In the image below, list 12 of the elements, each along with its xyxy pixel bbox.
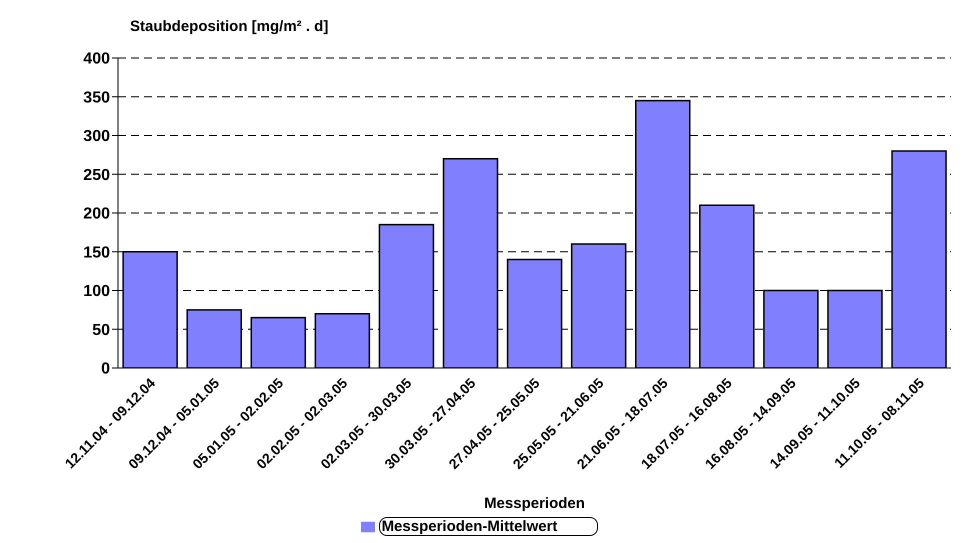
y-tick-label: 400 <box>83 50 110 68</box>
y-tick-label: 50 <box>92 322 110 339</box>
x-axis-title: Messperioden <box>484 495 585 512</box>
y-tick-label: 0 <box>101 360 110 378</box>
y-tick-label: 150 <box>83 244 110 262</box>
y-tick-label: 300 <box>83 128 110 146</box>
y-tick-label: 350 <box>83 89 110 106</box>
chart-title: Staubdeposition [mg/m² . d] <box>130 18 328 35</box>
y-tick-label: 250 <box>83 166 110 184</box>
legend-label: Messperioden-Mittelwert <box>378 517 598 536</box>
y-tick-label: 100 <box>83 283 110 300</box>
y-tick-label: 200 <box>83 206 110 223</box>
